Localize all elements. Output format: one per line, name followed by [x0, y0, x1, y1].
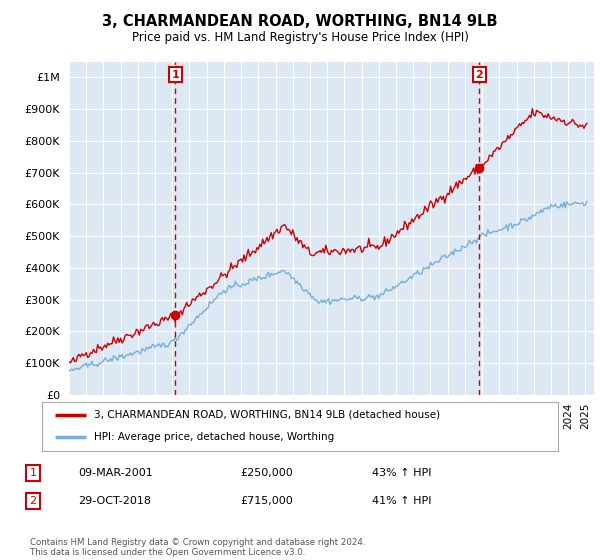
Text: 3, CHARMANDEAN ROAD, WORTHING, BN14 9LB (detached house): 3, CHARMANDEAN ROAD, WORTHING, BN14 9LB … [94, 410, 440, 420]
Text: 09-MAR-2001: 09-MAR-2001 [78, 468, 153, 478]
Text: 29-OCT-2018: 29-OCT-2018 [78, 496, 151, 506]
Text: £715,000: £715,000 [240, 496, 293, 506]
Text: 43% ↑ HPI: 43% ↑ HPI [372, 468, 431, 478]
Text: 1: 1 [29, 468, 37, 478]
Text: 41% ↑ HPI: 41% ↑ HPI [372, 496, 431, 506]
Text: 2: 2 [475, 70, 483, 80]
Text: 1: 1 [172, 70, 179, 80]
Text: Contains HM Land Registry data © Crown copyright and database right 2024.
This d: Contains HM Land Registry data © Crown c… [30, 538, 365, 557]
Text: Price paid vs. HM Land Registry's House Price Index (HPI): Price paid vs. HM Land Registry's House … [131, 31, 469, 44]
Text: 3, CHARMANDEAN ROAD, WORTHING, BN14 9LB: 3, CHARMANDEAN ROAD, WORTHING, BN14 9LB [102, 14, 498, 29]
Text: 2: 2 [29, 496, 37, 506]
Text: £250,000: £250,000 [240, 468, 293, 478]
Text: HPI: Average price, detached house, Worthing: HPI: Average price, detached house, Wort… [94, 432, 334, 442]
